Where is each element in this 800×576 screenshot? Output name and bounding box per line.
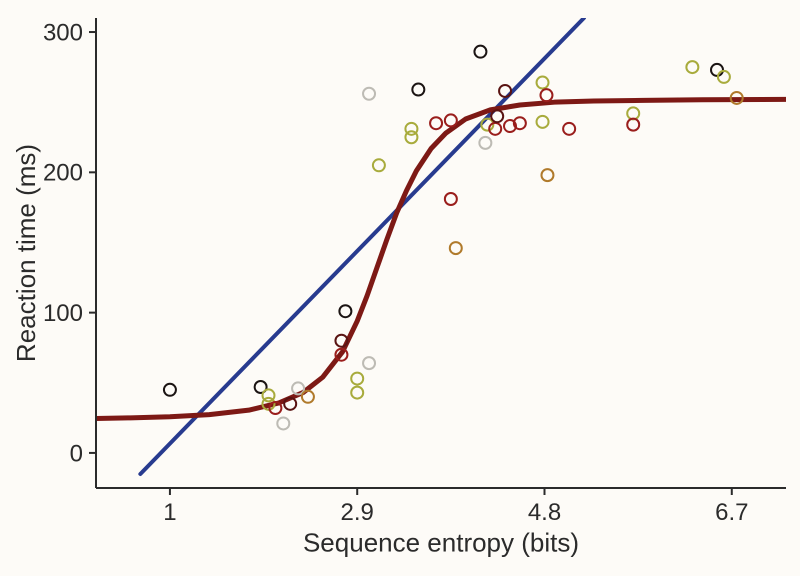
y-tick-label: 300 — [43, 19, 83, 46]
y-tick-label: 100 — [43, 300, 83, 327]
y-tick-label: 200 — [43, 160, 83, 187]
reaction-time-vs-entropy-chart: 1 2.9 4.8 6.7 0 100 200 300 Sequence entropy (bi… — [0, 0, 800, 576]
x-tick-label: 1 — [163, 499, 176, 526]
y-axis-label: Reaction time (ms) — [11, 144, 41, 362]
x-tick-label: 4.8 — [528, 499, 561, 526]
x-tick-label: 6.7 — [715, 499, 748, 526]
chart-background — [0, 0, 800, 576]
x-tick-label: 2.9 — [341, 499, 374, 526]
x-axis-label: Sequence entropy (bits) — [303, 528, 579, 558]
y-tick-label: 0 — [70, 440, 83, 467]
